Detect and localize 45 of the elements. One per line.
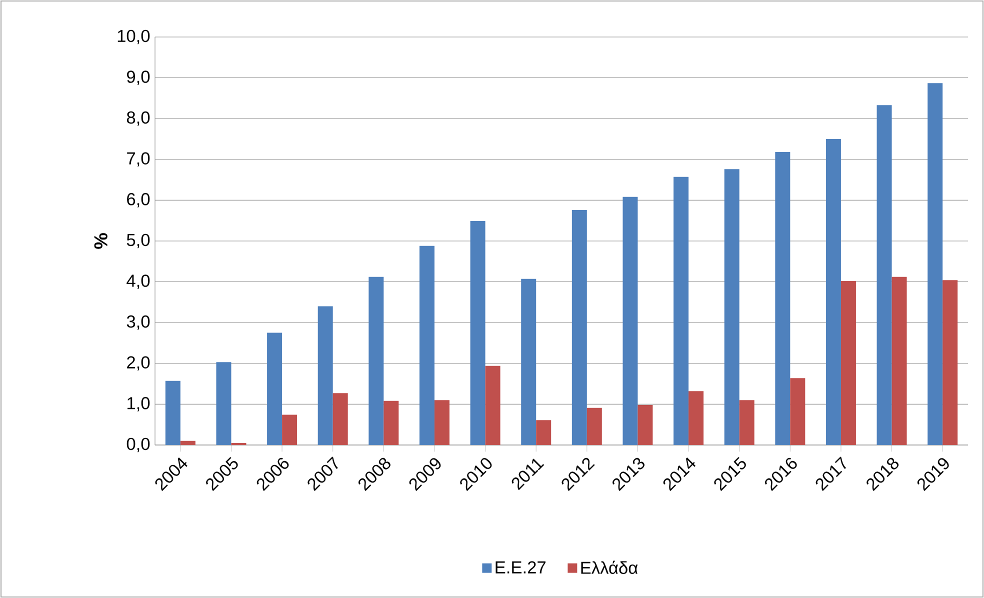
bar xyxy=(180,440,196,445)
y-tick-label: 6,0 xyxy=(127,193,150,208)
bar xyxy=(536,420,552,445)
bar xyxy=(724,169,740,445)
bar xyxy=(485,366,500,445)
y-tick-label: 5,0 xyxy=(126,234,150,248)
legend-label: Ελλάδα xyxy=(581,560,638,574)
bar xyxy=(892,276,907,445)
bar xyxy=(790,378,806,445)
y-tick-label: 0,0 xyxy=(126,438,150,452)
bar xyxy=(419,246,434,445)
legend-label: Ε.Ε.27 xyxy=(496,561,546,574)
bar xyxy=(928,83,943,445)
bar xyxy=(282,414,298,445)
bar xyxy=(572,210,587,445)
bar xyxy=(216,362,232,445)
bar xyxy=(165,380,180,445)
bar xyxy=(775,152,790,445)
y-tick-label: 1,0 xyxy=(128,397,150,412)
bar xyxy=(688,391,704,445)
bar xyxy=(384,400,399,445)
bar xyxy=(826,138,841,445)
y-tick-label: 3,0 xyxy=(126,315,150,330)
bar xyxy=(942,280,958,445)
bar xyxy=(622,196,638,445)
y-tick-label: 4,0 xyxy=(126,274,150,289)
bar xyxy=(332,393,348,445)
bar xyxy=(586,408,602,445)
bar xyxy=(470,220,486,445)
y-tick-label: 10,0 xyxy=(118,30,150,44)
bar xyxy=(840,280,856,445)
bar xyxy=(739,400,754,445)
bar xyxy=(318,306,333,445)
bar xyxy=(674,176,689,445)
bar xyxy=(521,278,536,445)
bar xyxy=(267,332,282,445)
y-axis-title: % xyxy=(94,233,108,249)
y-tick-label: 7,0 xyxy=(127,152,150,167)
bar xyxy=(368,276,384,445)
y-tick-label: 9,0 xyxy=(127,70,150,85)
bar xyxy=(638,405,653,445)
bar xyxy=(876,105,892,445)
y-tick-label: 2,0 xyxy=(127,356,150,371)
y-tick-label: 8,0 xyxy=(126,111,150,126)
bar xyxy=(434,400,450,445)
